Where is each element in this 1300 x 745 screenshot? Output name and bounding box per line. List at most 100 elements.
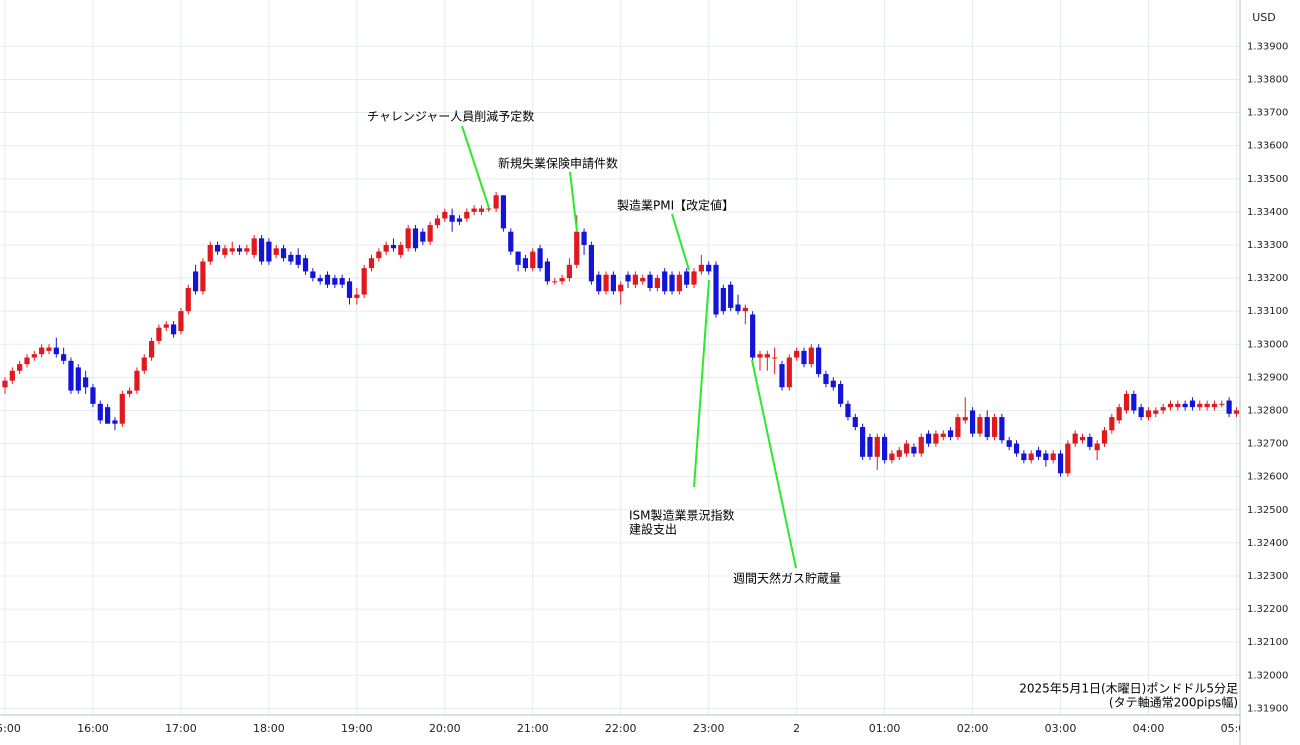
y-tick-label: 1.33600 bbox=[1247, 141, 1288, 152]
candles bbox=[2, 191, 1240, 477]
candle-body bbox=[493, 195, 499, 209]
x-tick-label: 15:00 bbox=[0, 722, 21, 735]
candle-body bbox=[442, 211, 448, 219]
candle-body bbox=[251, 238, 257, 255]
candle-body bbox=[207, 244, 213, 262]
candle-body bbox=[962, 417, 968, 421]
candle-body bbox=[1226, 400, 1232, 414]
y-tick-label: 1.32300 bbox=[1247, 571, 1288, 582]
annotation-text: 建設支出 bbox=[629, 522, 677, 537]
candle-body bbox=[1145, 410, 1152, 418]
candle-body bbox=[1197, 403, 1203, 408]
candle-body bbox=[258, 238, 265, 262]
candle-body bbox=[192, 271, 199, 292]
x-tick-label: 03:00 bbox=[1045, 722, 1077, 735]
candle-body bbox=[46, 347, 52, 351]
candle-body bbox=[537, 248, 543, 269]
candle-body bbox=[178, 311, 184, 332]
candle-body bbox=[1160, 407, 1166, 411]
candle-body bbox=[229, 248, 235, 252]
candle-body bbox=[471, 208, 477, 212]
x-tick-label: 23:00 bbox=[693, 722, 725, 735]
candle-body bbox=[625, 274, 631, 282]
candle-body bbox=[508, 231, 514, 252]
candle-body bbox=[434, 218, 441, 226]
candle-body bbox=[412, 228, 419, 249]
candle-body bbox=[515, 251, 521, 265]
candle-body bbox=[398, 244, 404, 255]
candle-body bbox=[669, 274, 675, 292]
candle-body bbox=[947, 430, 954, 437]
candle-body bbox=[295, 254, 301, 265]
candle-body bbox=[1079, 436, 1086, 441]
y-tick-label: 1.33200 bbox=[1247, 273, 1288, 284]
annotation-leader bbox=[751, 359, 797, 569]
annotation-leader bbox=[461, 125, 490, 209]
y-tick-label: 1.33900 bbox=[1247, 41, 1288, 52]
candle-body bbox=[896, 450, 902, 457]
candle-body bbox=[757, 354, 763, 358]
candle-body bbox=[222, 248, 228, 255]
x-tick-label: 20:00 bbox=[429, 722, 461, 735]
y-tick-label: 1.32100 bbox=[1247, 637, 1288, 648]
candle-body bbox=[984, 417, 990, 437]
y-tick-label: 1.32000 bbox=[1247, 670, 1288, 681]
candle-body bbox=[552, 281, 558, 283]
annotation-text: 新規失業保険申請件数 bbox=[498, 156, 618, 171]
y-tick-label: 1.32900 bbox=[1247, 372, 1288, 383]
candle-body bbox=[925, 433, 932, 444]
candle-body bbox=[427, 225, 433, 242]
candle-body bbox=[1138, 407, 1144, 418]
candle-body bbox=[1021, 453, 1027, 461]
y-tick-label: 1.32200 bbox=[1247, 604, 1288, 615]
candle-body bbox=[706, 264, 712, 272]
candle-body bbox=[1072, 433, 1078, 444]
y-tick-label: 1.32500 bbox=[1247, 505, 1288, 516]
candle-body bbox=[1189, 400, 1196, 408]
candle-body bbox=[214, 244, 221, 252]
candle-body bbox=[288, 254, 294, 262]
candle-body bbox=[61, 354, 67, 361]
annotation-text: チャレンジャー人員削減予定数 bbox=[367, 109, 534, 124]
candle-body bbox=[728, 284, 734, 308]
candle-body bbox=[266, 241, 272, 262]
x-tick-label: 17:00 bbox=[165, 722, 197, 735]
candle-body bbox=[31, 354, 37, 358]
candle-body bbox=[346, 281, 353, 298]
candle-body bbox=[68, 360, 74, 391]
candle-body bbox=[750, 314, 756, 358]
candle-body bbox=[779, 364, 785, 388]
candle-body bbox=[1131, 393, 1137, 411]
candle-body bbox=[940, 433, 946, 437]
y-tick-label: 1.33400 bbox=[1247, 207, 1288, 218]
candle-body bbox=[39, 347, 45, 355]
candle-body bbox=[1204, 403, 1210, 408]
candle-body bbox=[684, 271, 690, 285]
candle-body bbox=[588, 244, 594, 282]
candle-body bbox=[185, 287, 191, 312]
candle-body bbox=[955, 417, 961, 437]
candle-body bbox=[889, 453, 895, 461]
candle-body bbox=[933, 433, 939, 444]
y-tick-label: 1.33800 bbox=[1247, 74, 1288, 85]
candle-body bbox=[816, 347, 822, 375]
x-tick-label: 16:00 bbox=[77, 722, 109, 735]
candle-body bbox=[1035, 450, 1042, 457]
candle-body bbox=[735, 304, 741, 312]
candle-body bbox=[339, 278, 345, 285]
candle-body bbox=[1175, 403, 1181, 408]
candle-body bbox=[310, 271, 316, 279]
candle-body bbox=[456, 218, 463, 222]
y-tick-label: 1.33500 bbox=[1247, 174, 1288, 185]
candle-body bbox=[713, 264, 719, 315]
candle-body bbox=[772, 357, 778, 359]
candle-body bbox=[596, 274, 602, 292]
candle-body bbox=[170, 324, 177, 335]
candle-body bbox=[1123, 393, 1130, 411]
candle-body bbox=[1153, 410, 1159, 414]
candle-body bbox=[874, 436, 880, 457]
candle-body bbox=[486, 208, 492, 210]
candle-body bbox=[53, 347, 59, 355]
candle-body bbox=[1057, 453, 1064, 474]
